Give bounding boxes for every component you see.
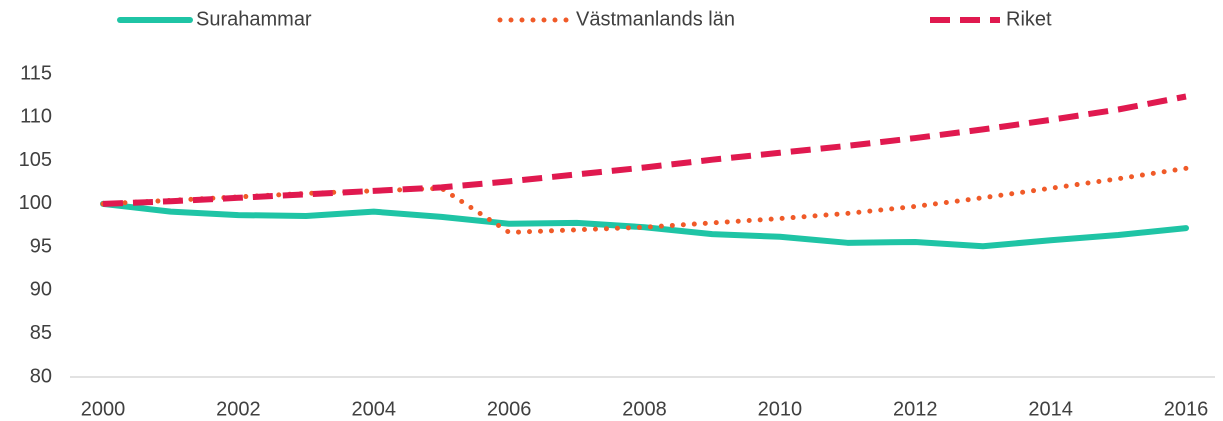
x-tick-label: 2006 xyxy=(487,398,532,420)
legend-label: Västmanlands län xyxy=(576,8,735,30)
legend-label: Riket xyxy=(1006,8,1052,30)
y-tick-label: 90 xyxy=(30,279,52,301)
y-tick-label: 110 xyxy=(20,106,52,128)
x-tick-label: 2014 xyxy=(1028,398,1073,420)
legend-label: Surahammar xyxy=(196,8,312,30)
x-tick-label: 2000 xyxy=(81,398,126,420)
x-tick-label: 2004 xyxy=(352,398,397,420)
y-tick-label: 95 xyxy=(30,235,52,257)
y-tick-label: 100 xyxy=(19,192,52,214)
x-tick-label: 2016 xyxy=(1164,398,1209,420)
x-tick-label: 2010 xyxy=(758,398,803,420)
x-tick-label: 2008 xyxy=(622,398,667,420)
y-tick-label: 85 xyxy=(30,322,52,344)
y-tick-label: 80 xyxy=(30,365,52,387)
series-line xyxy=(100,200,1189,250)
y-tick-label: 115 xyxy=(20,62,52,84)
x-tick-label: 2002 xyxy=(216,398,261,420)
x-tick-label: 2012 xyxy=(893,398,938,420)
series-line xyxy=(102,93,1187,207)
series-line xyxy=(100,165,1189,235)
y-tick-label: 105 xyxy=(19,149,52,171)
